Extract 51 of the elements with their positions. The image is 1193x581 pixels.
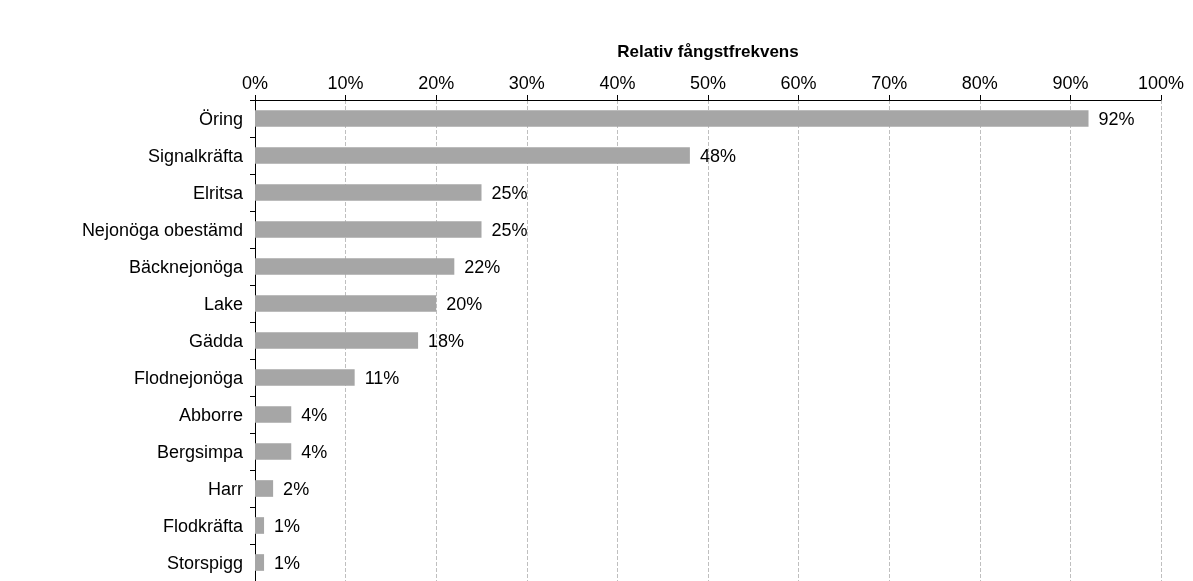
x-tick-label: 30% <box>508 73 545 93</box>
bar <box>255 406 292 423</box>
data-label: 20% <box>446 293 483 314</box>
bar <box>255 554 265 571</box>
y-tick-label: Nejonöga obestämd <box>81 219 243 240</box>
data-label: 1% <box>274 552 301 573</box>
y-tick-label: Abborre <box>178 404 243 425</box>
x-tick-label: 80% <box>961 73 998 93</box>
x-tick-label: 0% <box>241 73 269 93</box>
bar <box>255 258 455 275</box>
bar <box>255 517 265 534</box>
data-label: 18% <box>428 330 465 351</box>
y-tick-label: Öring <box>198 108 243 129</box>
x-tick-label: 10% <box>327 73 364 93</box>
data-label: 25% <box>491 219 528 240</box>
data-label: 25% <box>491 182 528 203</box>
x-tick-label: 100% <box>1137 73 1185 93</box>
x-tick-label: 90% <box>1052 73 1089 93</box>
y-tick-label: Elritsa <box>192 182 244 203</box>
y-tick-label: Lake <box>203 293 243 314</box>
data-label: 48% <box>699 145 736 166</box>
data-label: 4% <box>301 404 328 425</box>
y-tick-label: Gädda <box>188 330 244 351</box>
data-label: 2% <box>283 478 310 499</box>
bar <box>255 221 482 238</box>
x-tick-label: 50% <box>689 73 727 93</box>
x-tick-label: 20% <box>418 73 455 93</box>
data-label: 1% <box>274 515 301 536</box>
x-axis-title: Relativ fångstfrekvens <box>617 42 799 61</box>
x-tick-label: 70% <box>871 73 908 93</box>
y-tick-label: Bergsimpa <box>156 441 244 462</box>
data-label: 22% <box>464 256 501 277</box>
bar <box>255 147 690 164</box>
data-label: 4% <box>301 441 328 462</box>
bar <box>255 184 482 201</box>
y-tick-label: Storspigg <box>166 552 243 573</box>
bar <box>255 295 437 312</box>
data-label: 11% <box>364 367 400 388</box>
bar <box>255 332 419 349</box>
y-tick-label: Harr <box>208 478 243 499</box>
y-tick-label: Bäcknejonöga <box>128 256 244 277</box>
bar <box>255 443 292 460</box>
data-label: 92% <box>1098 108 1135 129</box>
y-tick-label: Flodkräfta <box>162 515 244 536</box>
bar <box>255 369 355 386</box>
y-tick-label: Flodnejonöga <box>133 367 244 388</box>
bar <box>255 480 274 497</box>
x-tick-label: 40% <box>599 73 636 93</box>
y-tick-label: Signalkräfta <box>147 145 244 166</box>
bar <box>255 110 1089 127</box>
x-tick-label: 60% <box>780 73 817 93</box>
